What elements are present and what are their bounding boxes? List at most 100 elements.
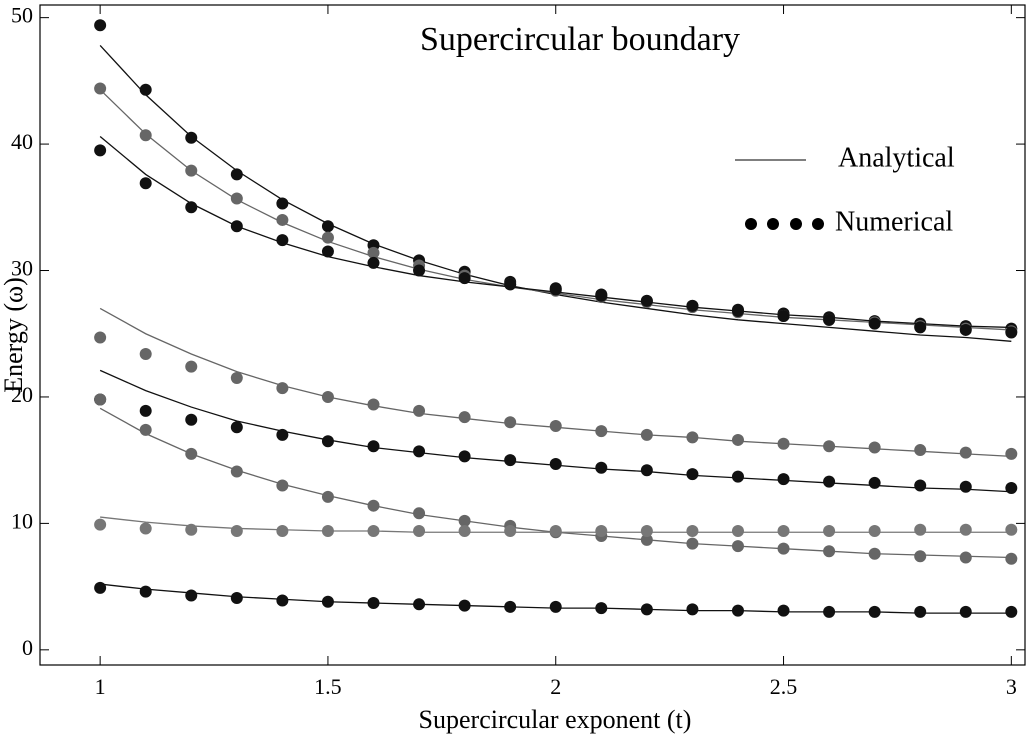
numerical-point [914,321,927,334]
numerical-point [777,524,790,537]
numerical-point [914,444,927,457]
numerical-point [321,220,334,233]
numerical-point [321,390,334,403]
numerical-point [731,524,744,537]
y-tick-label: 30 [11,256,33,281]
numerical-point [686,603,699,616]
numerical-point [959,480,972,493]
numerical-point [731,433,744,446]
x-axis-label: Supercircular exponent (t) [419,705,692,734]
numerical-point [276,382,289,395]
numerical-point [731,540,744,553]
numerical-point [640,464,653,477]
numerical-point [640,294,653,307]
numerical-point [276,428,289,441]
x-tick-label: 1.5 [314,674,342,699]
numerical-point [139,83,152,96]
numerical-point [868,317,881,330]
numerical-point [686,299,699,312]
numerical-point [1005,605,1018,618]
numerical-point [595,524,608,537]
numerical-point [731,304,744,317]
numerical-point [959,323,972,336]
legend-dot-symbol [790,218,802,230]
x-tick-label: 2.5 [770,674,798,699]
numerical-point [959,446,972,459]
numerical-point [94,82,107,95]
numerical-point [823,605,836,618]
numerical-point [94,331,107,344]
numerical-point [640,428,653,441]
numerical-point [230,524,243,537]
numerical-point [914,479,927,492]
legend-dot-symbol [745,218,757,230]
numerical-point [731,470,744,483]
numerical-point [321,595,334,608]
legend-label: Numerical [835,206,953,237]
numerical-point [367,246,380,259]
y-tick-label: 0 [22,635,33,660]
numerical-point [868,524,881,537]
numerical-point [367,524,380,537]
numerical-point [276,479,289,492]
numerical-point [458,272,471,285]
numerical-point [185,589,198,602]
numerical-point [185,164,198,177]
numerical-point [640,533,653,546]
numerical-point [139,347,152,360]
numerical-point [458,599,471,612]
numerical-point [959,551,972,564]
numerical-point [321,435,334,448]
numerical-point [139,585,152,598]
numerical-point [959,523,972,536]
numerical-point [458,524,471,537]
numerical-point [777,542,790,555]
numerical-point [1005,447,1018,460]
numerical-point [777,437,790,450]
numerical-point [504,278,517,291]
numerical-point [276,234,289,247]
numerical-point [139,404,152,417]
numerical-point [230,192,243,205]
numerical-point [367,597,380,610]
numerical-point [549,457,562,470]
numerical-point [185,131,198,144]
numerical-point [94,581,107,594]
numerical-point [321,245,334,258]
numerical-point [139,522,152,535]
numerical-point [139,177,152,190]
numerical-point [185,523,198,536]
numerical-point [230,220,243,233]
numerical-point [868,476,881,489]
numerical-point [230,465,243,478]
numerical-point [504,454,517,467]
numerical-point [413,445,426,458]
numerical-point [823,313,836,326]
numerical-point [595,425,608,438]
numerical-point [549,283,562,296]
numerical-point [777,310,790,323]
numerical-point [914,523,927,536]
numerical-point [413,264,426,277]
numerical-point [458,514,471,527]
numerical-point [94,393,107,406]
numerical-point [230,421,243,434]
numerical-point [504,524,517,537]
numerical-point [868,605,881,618]
plot-frame [39,4,1026,666]
numerical-point [367,398,380,411]
numerical-point [367,256,380,269]
numerical-point [276,213,289,226]
legend-label: Analytical [838,142,955,173]
numerical-point [914,550,927,563]
x-tick-label: 2 [550,674,561,699]
numerical-point [94,144,107,157]
numerical-point [868,547,881,560]
numerical-point [823,545,836,558]
numerical-point [549,420,562,433]
numerical-point [276,197,289,210]
numerical-point [1005,552,1018,565]
numerical-point [185,413,198,426]
numerical-point [139,423,152,436]
